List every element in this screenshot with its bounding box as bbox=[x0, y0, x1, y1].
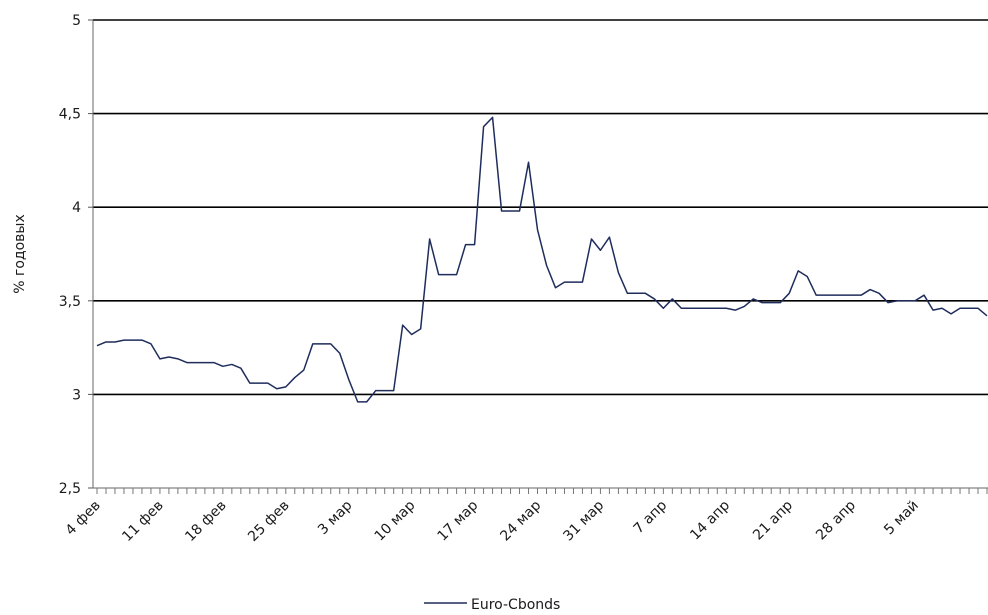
x-tick-label: 21 апр bbox=[750, 497, 796, 543]
y-tick-label: 3 bbox=[72, 387, 81, 403]
y-tick-label: 2,5 bbox=[59, 481, 81, 497]
y-axis-ticks: 2,5 3 3,5 4 4,5 5 bbox=[59, 13, 93, 497]
x-tick-label: 3 мар bbox=[315, 497, 356, 538]
series-line-euro-cbonds bbox=[96, 116, 988, 403]
legend-label: Euro-Cbonds bbox=[471, 597, 560, 613]
x-tick-label: 11 фев bbox=[119, 498, 166, 545]
y-tick-label: 4 bbox=[72, 200, 81, 216]
gridlines bbox=[93, 19, 988, 396]
x-tick-label: 7 апр bbox=[631, 497, 671, 537]
x-tick-label: 14 апр bbox=[687, 497, 733, 543]
x-axis-minor-ticks bbox=[96, 488, 988, 494]
x-tick-label: 25 фев bbox=[245, 498, 292, 545]
x-tick-label: 24 мар bbox=[497, 497, 544, 544]
x-tick-label: 4 фев bbox=[63, 498, 104, 539]
x-tick-label: 31 мар bbox=[560, 497, 607, 544]
x-axis-tick-labels: 4 фев 11 фев 18 фев 25 фев 3 мар 10 мар 17 мар… bbox=[63, 497, 922, 545]
y-axis-title: % годовых bbox=[12, 214, 28, 294]
series-group bbox=[96, 116, 988, 403]
x-tick-label: 18 фев bbox=[182, 498, 229, 545]
x-tick-label: 17 мар bbox=[435, 497, 482, 544]
x-tick-label: 10 мар bbox=[372, 497, 419, 544]
x-tick-label: 28 апр bbox=[813, 497, 859, 543]
y-tick-label: 5 bbox=[72, 13, 81, 29]
y-tick-label: 3,5 bbox=[59, 294, 81, 310]
x-tick-label: 5 май bbox=[881, 498, 922, 539]
legend: Euro-Cbonds bbox=[424, 597, 560, 613]
y-tick-label: 4,5 bbox=[59, 107, 81, 123]
